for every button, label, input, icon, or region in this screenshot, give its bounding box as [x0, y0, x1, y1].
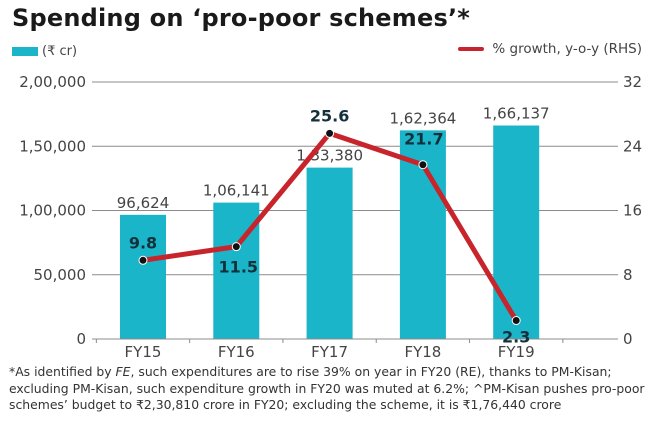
legend-line-swatch — [458, 47, 485, 51]
bar-fy17 — [306, 167, 353, 339]
legend-bar-swatch — [12, 47, 38, 56]
growth-value-label: 2.3 — [502, 328, 530, 347]
x-tick-label: FY17 — [311, 343, 348, 361]
legend-bar: (₹ cr) — [12, 44, 77, 59]
growth-point-fy19 — [511, 316, 521, 326]
left-tick-label: 1,00,000 — [19, 202, 86, 220]
growth-value-label: 25.6 — [310, 106, 349, 125]
right-tick-label: 24 — [623, 137, 642, 155]
footnote-part1: *As identified by — [9, 364, 116, 379]
footnote: *As identified by FE, such expenditures … — [9, 364, 649, 414]
legend-line: % growth, y-o-y (RHS) — [458, 41, 642, 57]
bar-fy19 — [493, 125, 540, 340]
chart-title: Spending on ‘pro-poor schemes’* — [12, 4, 471, 32]
legend-bar-label: (₹ cr) — [42, 44, 78, 59]
growth-value-label: 11.5 — [219, 258, 258, 277]
right-tick-label: 8 — [623, 266, 633, 284]
left-tick-label: 1,50,000 — [19, 137, 86, 155]
legend-line-label: % growth, y-o-y (RHS) — [492, 41, 642, 57]
growth-point-fy16 — [231, 242, 241, 252]
bar-fy15 — [120, 214, 166, 339]
x-tick-label: FY16 — [218, 343, 255, 361]
left-tick-label: 50,000 — [34, 266, 87, 284]
x-tick-label: FY15 — [125, 343, 162, 361]
bar-value-label: 1,62,364 — [390, 109, 457, 127]
right-tick-label: 32 — [623, 73, 642, 91]
bar-value-label: 1,66,137 — [483, 105, 550, 123]
right-tick-label: 16 — [623, 202, 642, 220]
right-tick-label: 0 — [623, 330, 633, 348]
growth-point-fy15 — [138, 255, 148, 265]
footnote-italic: FE — [115, 364, 131, 379]
growth-point-fy18 — [418, 160, 428, 170]
growth-value-label: 9.8 — [129, 233, 157, 252]
left-tick-label: 0 — [76, 330, 86, 348]
footnote-part2: , such expenditures are to rise 39% on y… — [9, 364, 645, 412]
x-tick-label: FY18 — [404, 343, 441, 361]
growth-value-label: 21.7 — [404, 130, 443, 149]
bar-value-label: 96,624 — [117, 194, 170, 212]
left-tick-label: 2,00,000 — [19, 73, 86, 91]
growth-point-fy17 — [325, 128, 335, 138]
bar-value-label: 1,06,141 — [203, 182, 270, 200]
x-tick-label: FY19 — [498, 343, 535, 361]
